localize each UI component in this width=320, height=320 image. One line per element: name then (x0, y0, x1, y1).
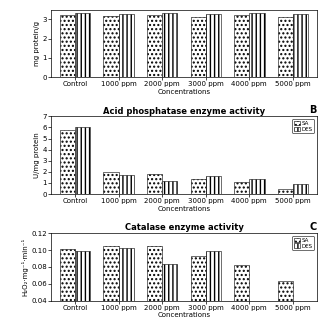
Legend: SA, DES: SA, DES (292, 236, 314, 250)
Bar (75, 127, 90, 194)
Bar (147, 15, 162, 77)
Bar (190, 179, 206, 194)
Bar (60, 249, 75, 320)
Bar (162, 13, 178, 77)
Bar (278, 188, 293, 194)
Title: Catalase enzyme activity: Catalase enzyme activity (124, 223, 244, 232)
Y-axis label: H₂O₂·mg⁻¹·min⁻¹: H₂O₂·mg⁻¹·min⁻¹ (21, 238, 28, 296)
Bar (206, 14, 221, 77)
Bar (103, 172, 119, 194)
Bar (190, 256, 206, 320)
Bar (119, 175, 134, 194)
Bar (293, 14, 308, 77)
X-axis label: Concentrations: Concentrations (157, 312, 211, 318)
Bar (162, 181, 178, 194)
Bar (60, 15, 75, 77)
Bar (234, 15, 249, 77)
Bar (60, 130, 75, 194)
Bar (234, 182, 249, 194)
Bar (162, 264, 178, 320)
Text: B: B (309, 105, 317, 115)
Y-axis label: mg protein/g: mg protein/g (34, 21, 40, 66)
X-axis label: Concentrations: Concentrations (157, 89, 211, 95)
Bar (206, 176, 221, 194)
Bar (119, 248, 134, 320)
Bar (147, 173, 162, 194)
Bar (206, 251, 221, 320)
Bar (249, 179, 265, 194)
Bar (293, 184, 308, 194)
Bar (249, 13, 265, 77)
Bar (103, 16, 119, 77)
Text: C: C (309, 222, 317, 232)
Bar (278, 281, 293, 320)
Bar (234, 265, 249, 320)
Title: Acid phosphatase enzyme activity: Acid phosphatase enzyme activity (103, 107, 265, 116)
Bar (147, 246, 162, 320)
Bar (103, 246, 119, 320)
Bar (75, 13, 90, 77)
X-axis label: Concentrations: Concentrations (157, 206, 211, 212)
Y-axis label: U/mg protein: U/mg protein (34, 132, 40, 178)
Bar (190, 17, 206, 77)
Bar (293, 305, 308, 320)
Legend: SA, DES: SA, DES (292, 119, 314, 133)
Bar (278, 17, 293, 77)
Bar (75, 251, 90, 320)
Bar (119, 14, 134, 77)
